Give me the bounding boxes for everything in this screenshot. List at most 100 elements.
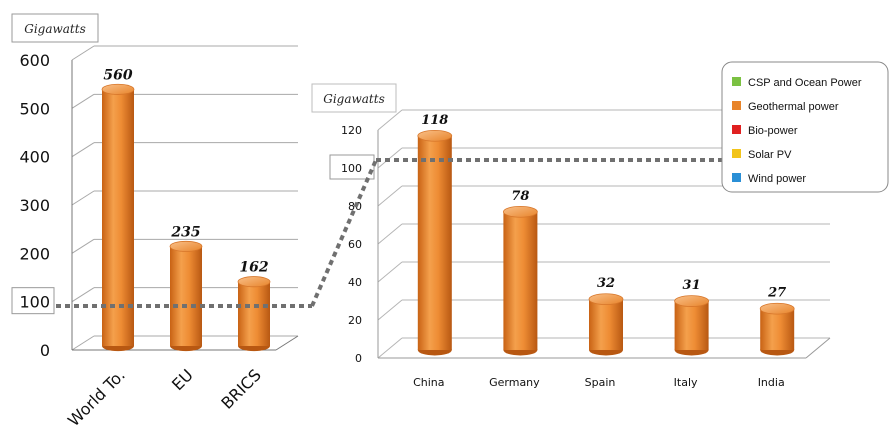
right-x-labels: China Germany Spain Italy India: [413, 376, 785, 389]
right-x-label-4: India: [758, 376, 785, 389]
legend-items: CSP and Ocean Power Geothermal power Bio-p…: [732, 77, 862, 185]
left-bar-1-body: [170, 246, 202, 346]
right-x-axis-slant: [805, 337, 831, 359]
legend-swatch-2: [732, 125, 741, 134]
left-bar-0-body: [102, 89, 134, 346]
right-data-label-3: 31: [683, 278, 701, 293]
left-y-tick-200: 200: [19, 244, 50, 263]
right-x-label-2: Spain: [585, 376, 616, 389]
right-bar-2: [588, 293, 624, 356]
right-unit-label: Gigawatts: [323, 92, 385, 106]
left-grid-slant-600: [71, 45, 95, 61]
left-y-tick-100: 100: [19, 293, 50, 312]
right-data-label-0: 118: [421, 113, 448, 128]
right-y-tick-60: 60: [348, 238, 362, 251]
right-bar-0-top: [417, 129, 453, 142]
left-data-label-2: 162: [239, 260, 268, 276]
right-bar-0-body: [417, 135, 452, 350]
left-data-label-1: 235: [170, 224, 200, 240]
left-x-label-1: EU: [168, 365, 197, 394]
right-bar-2-top: [588, 293, 624, 306]
left-y-tick-600: 600: [19, 51, 50, 70]
left-y-ticks: 0 100 200 300 400 500 600: [11, 51, 55, 360]
right-bars: [417, 129, 795, 356]
left-data-labels: 560 235 162: [103, 67, 268, 275]
right-bar-1-top: [503, 205, 538, 218]
zoom-connector: [56, 158, 722, 308]
legend-label-0: CSP and Ocean Power: [748, 77, 862, 89]
legend-swatch-1: [732, 101, 741, 110]
left-data-label-0: 560: [103, 67, 132, 83]
left-highlight-tick-box: [11, 287, 55, 315]
right-y-tick-40: 40: [348, 276, 362, 289]
left-x-labels: World To. EU BRICS: [64, 365, 265, 430]
right-data-label-4: 27: [767, 286, 786, 301]
left-bar-2: [237, 276, 271, 352]
right-bar-2-body: [589, 299, 623, 350]
left-grid-slant-100: [71, 287, 95, 303]
legend: CSP and Ocean Power Geothermal power Bio-p…: [721, 61, 889, 193]
legend-label-4: Wind power: [748, 173, 806, 185]
right-axis-lines: [377, 130, 831, 359]
legend-label-2: Bio-power: [748, 125, 798, 137]
left-y-tick-0: 0: [40, 341, 50, 360]
left-grid-slant-500: [71, 93, 95, 109]
right-bar-1: [503, 205, 538, 356]
left-bar-2-body: [238, 281, 270, 346]
right-bar-3: [674, 295, 709, 356]
left-y-tick-300: 300: [19, 196, 50, 215]
right-data-labels: 118 78 32 31 27: [421, 113, 786, 301]
right-y-tick-100: 100: [341, 162, 362, 175]
legend-label-3: Solar PV: [748, 149, 792, 161]
right-x-label-3: Italy: [674, 376, 698, 389]
right-grid-slant-20: [377, 299, 403, 321]
legend-box: [721, 61, 889, 193]
left-grid-slant-300: [71, 190, 95, 206]
legend-swatch-0: [732, 77, 741, 86]
legend-swatch-4: [732, 173, 741, 182]
left-bar-0-top: [101, 83, 135, 95]
right-bar-4: [759, 302, 795, 356]
left-y-tick-400: 400: [19, 148, 50, 167]
right-highlight-tick-box: [329, 154, 375, 180]
right-bar-0: [417, 129, 453, 356]
left-bar-1: [169, 240, 203, 352]
left-grid-slant-0: [71, 335, 95, 351]
right-grid-slant-0: [377, 337, 403, 359]
right-y-tick-20: 20: [348, 314, 362, 327]
right-unit-box: [311, 83, 397, 113]
right-x-label-0: China: [413, 376, 444, 389]
right-grid-slant-60: [377, 223, 403, 245]
left-bar-2-top: [237, 276, 271, 288]
left-x-label-0: World To.: [64, 365, 129, 430]
right-bar-3-top: [674, 295, 709, 307]
left-bars: [101, 83, 271, 352]
right-grid-slant-120: [377, 109, 403, 131]
left-x-axis-slant: [275, 335, 299, 351]
left-y-tick-500: 500: [19, 99, 50, 118]
left-axis-lines: [71, 60, 299, 351]
left-bar-0: [101, 83, 135, 352]
left-unit-box: [11, 13, 99, 43]
left-x-label-2: BRICS: [217, 365, 264, 412]
left-grid-slant-200: [71, 238, 95, 254]
legend-swatch-3: [732, 149, 741, 158]
left-grid-slant-400: [71, 142, 95, 158]
connector-diagonal: [310, 159, 378, 307]
right-bar-4-top: [759, 302, 795, 315]
right-grid-slant-40: [377, 261, 403, 283]
right-x-label-1: Germany: [489, 376, 540, 389]
right-bar-1-body: [503, 211, 538, 350]
right-grid-slant-80: [377, 185, 403, 207]
right-data-label-2: 32: [597, 276, 615, 291]
left-bar-1-top: [169, 240, 203, 252]
right-bar-3-body: [674, 301, 709, 350]
right-y-tick-120: 120: [341, 124, 362, 137]
legend-label-1: Geothermal power: [748, 101, 839, 113]
right-y-tick-0: 0: [355, 352, 362, 365]
right-data-label-1: 78: [511, 189, 529, 204]
right-bar-4-body: [760, 308, 795, 350]
